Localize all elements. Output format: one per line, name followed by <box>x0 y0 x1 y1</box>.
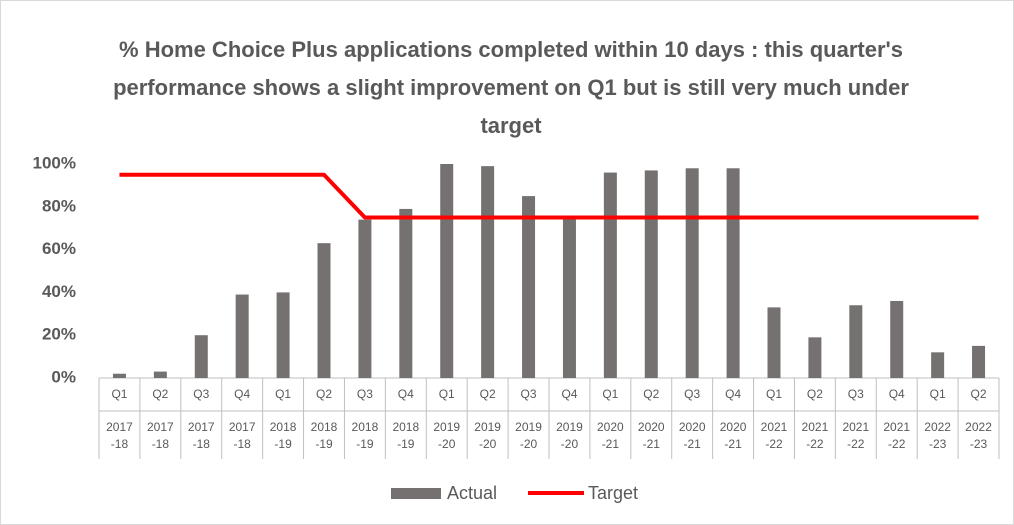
x-group-label: 2020-21 <box>719 420 747 451</box>
x-group-label: 2020-21 <box>637 420 665 451</box>
x-tick-label: Q3 <box>193 387 209 401</box>
x-group-label: 2021-22 <box>801 420 829 451</box>
x-tick-label: Q4 <box>398 387 414 401</box>
x-tick-label: Q3 <box>848 387 864 401</box>
y-tick-label: 20% <box>42 325 76 344</box>
x-tick-label: Q1 <box>602 387 618 401</box>
bar <box>399 208 413 378</box>
bar <box>685 168 699 378</box>
x-group-label: 2018-19 <box>269 420 297 451</box>
bar <box>972 345 986 378</box>
x-group-label: 2019-20 <box>515 420 542 451</box>
x-tick-label: Q4 <box>234 387 250 401</box>
x-group-label: 2022-23 <box>924 420 951 451</box>
x-group-label: 2020-21 <box>597 420 624 451</box>
x-group-label: 2017-18 <box>187 420 215 451</box>
bar <box>276 292 290 378</box>
bar <box>890 300 904 378</box>
x-tick-label: Q1 <box>766 387 782 401</box>
x-group-label: 2018-19 <box>392 420 420 451</box>
x-tick-label: Q1 <box>111 387 127 401</box>
x-group-label: 2021-22 <box>883 420 911 451</box>
bar <box>317 243 331 378</box>
bar <box>644 170 658 378</box>
x-tick-label: Q1 <box>930 387 946 401</box>
x-tick-label: Q4 <box>725 387 741 401</box>
y-tick-label: 0% <box>51 367 76 386</box>
x-tick-label: Q3 <box>684 387 700 401</box>
x-group-label: 2020-21 <box>678 420 706 451</box>
x-tick-label: Q3 <box>357 387 373 401</box>
x-tick-label: Q1 <box>439 387 455 401</box>
bar <box>522 196 536 378</box>
x-group-label: 2019-20 <box>474 420 501 451</box>
y-tick-label: 80% <box>42 196 76 215</box>
y-tick-label: 40% <box>42 282 76 301</box>
chart-title: % Home Choice Plus applications complete… <box>113 37 909 138</box>
legend-label: Actual <box>447 483 497 503</box>
bar <box>358 219 372 378</box>
x-tick-label: Q2 <box>971 387 987 401</box>
x-tick-label: Q2 <box>316 387 332 401</box>
x-tick-label: Q1 <box>275 387 291 401</box>
legend-swatch <box>391 488 441 499</box>
bar <box>931 352 945 378</box>
x-group-label: 2017-18 <box>228 420 256 451</box>
x-tick-label: Q4 <box>889 387 905 401</box>
target-line <box>119 172 979 220</box>
x-group-label: 2018-19 <box>351 420 379 451</box>
bar <box>153 371 167 378</box>
bar <box>726 168 740 378</box>
x-group-label: 2021-22 <box>842 420 870 451</box>
x-group-label: 2017-18 <box>147 420 174 451</box>
bar <box>849 305 863 378</box>
bar <box>767 307 781 378</box>
bar <box>235 294 249 378</box>
x-tick-label: Q2 <box>152 387 168 401</box>
x-group-label: 2019-20 <box>433 420 461 451</box>
bar <box>562 217 576 378</box>
x-tick-label: Q4 <box>561 387 577 401</box>
bar <box>603 172 617 378</box>
y-tick-label: 60% <box>42 239 76 258</box>
bar <box>112 373 126 378</box>
x-tick-label: Q2 <box>480 387 496 401</box>
x-group-label: 2019-20 <box>556 420 583 451</box>
x-tick-label: Q2 <box>807 387 823 401</box>
bar <box>194 335 208 378</box>
x-group-label: 2017-18 <box>106 420 133 451</box>
bar <box>481 166 495 378</box>
x-group-label: 2018-19 <box>310 420 338 451</box>
x-tick-label: Q2 <box>643 387 659 401</box>
x-group-label: 2022-23 <box>965 420 992 451</box>
y-tick-label: 100% <box>33 153 76 172</box>
bar <box>440 164 454 378</box>
bar <box>808 337 822 378</box>
legend-label: Target <box>588 483 638 503</box>
x-group-label: 2021-22 <box>760 420 788 451</box>
x-tick-label: Q3 <box>521 387 537 401</box>
